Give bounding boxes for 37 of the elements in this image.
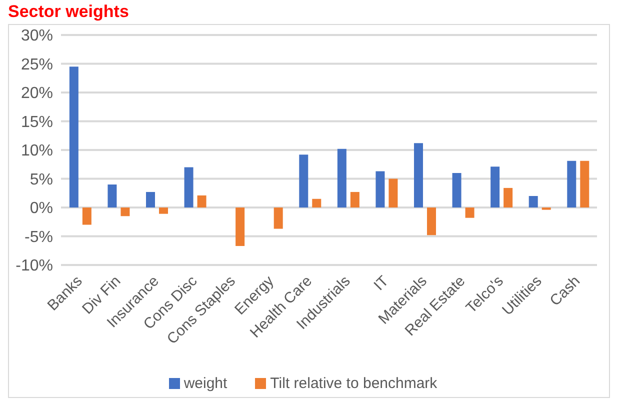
- bar: [452, 173, 462, 208]
- legend-label: weight: [184, 375, 228, 392]
- y-tick-label: 5%: [30, 171, 53, 188]
- bar: [82, 208, 92, 225]
- bar: [414, 143, 423, 208]
- y-tick-label: 30%: [20, 28, 53, 45]
- bar: [197, 195, 206, 208]
- bar: [236, 208, 245, 246]
- bar: [108, 184, 117, 208]
- bar: [69, 66, 78, 208]
- bar: [490, 166, 500, 208]
- y-tick-label: -5%: [24, 228, 53, 246]
- y-tick-label: 10%: [20, 142, 53, 160]
- y-tick-label: 0%: [30, 200, 53, 218]
- bar: [350, 192, 360, 208]
- bar: [337, 148, 346, 208]
- bar: [580, 160, 590, 208]
- y-tick-label: 15%: [20, 114, 53, 131]
- bar: [567, 160, 576, 208]
- bar: [299, 154, 308, 208]
- y-tick-label: -10%: [16, 258, 53, 275]
- bar: [388, 178, 398, 208]
- bar: [504, 188, 513, 208]
- bar: [274, 208, 283, 229]
- bar: [426, 208, 436, 236]
- y-tick-label: 25%: [20, 56, 53, 74]
- bar: [120, 208, 130, 216]
- bar: [376, 171, 385, 208]
- bar: [312, 198, 322, 208]
- legend-label: Tilt relative to benchmark: [270, 375, 438, 392]
- bar: [158, 208, 168, 214]
- chart-title: Sector weights: [8, 2, 130, 23]
- bar: [528, 196, 538, 208]
- bar: [184, 167, 194, 208]
- y-tick-label: 20%: [20, 85, 53, 102]
- bar: [146, 192, 155, 208]
- bar: [465, 208, 474, 218]
